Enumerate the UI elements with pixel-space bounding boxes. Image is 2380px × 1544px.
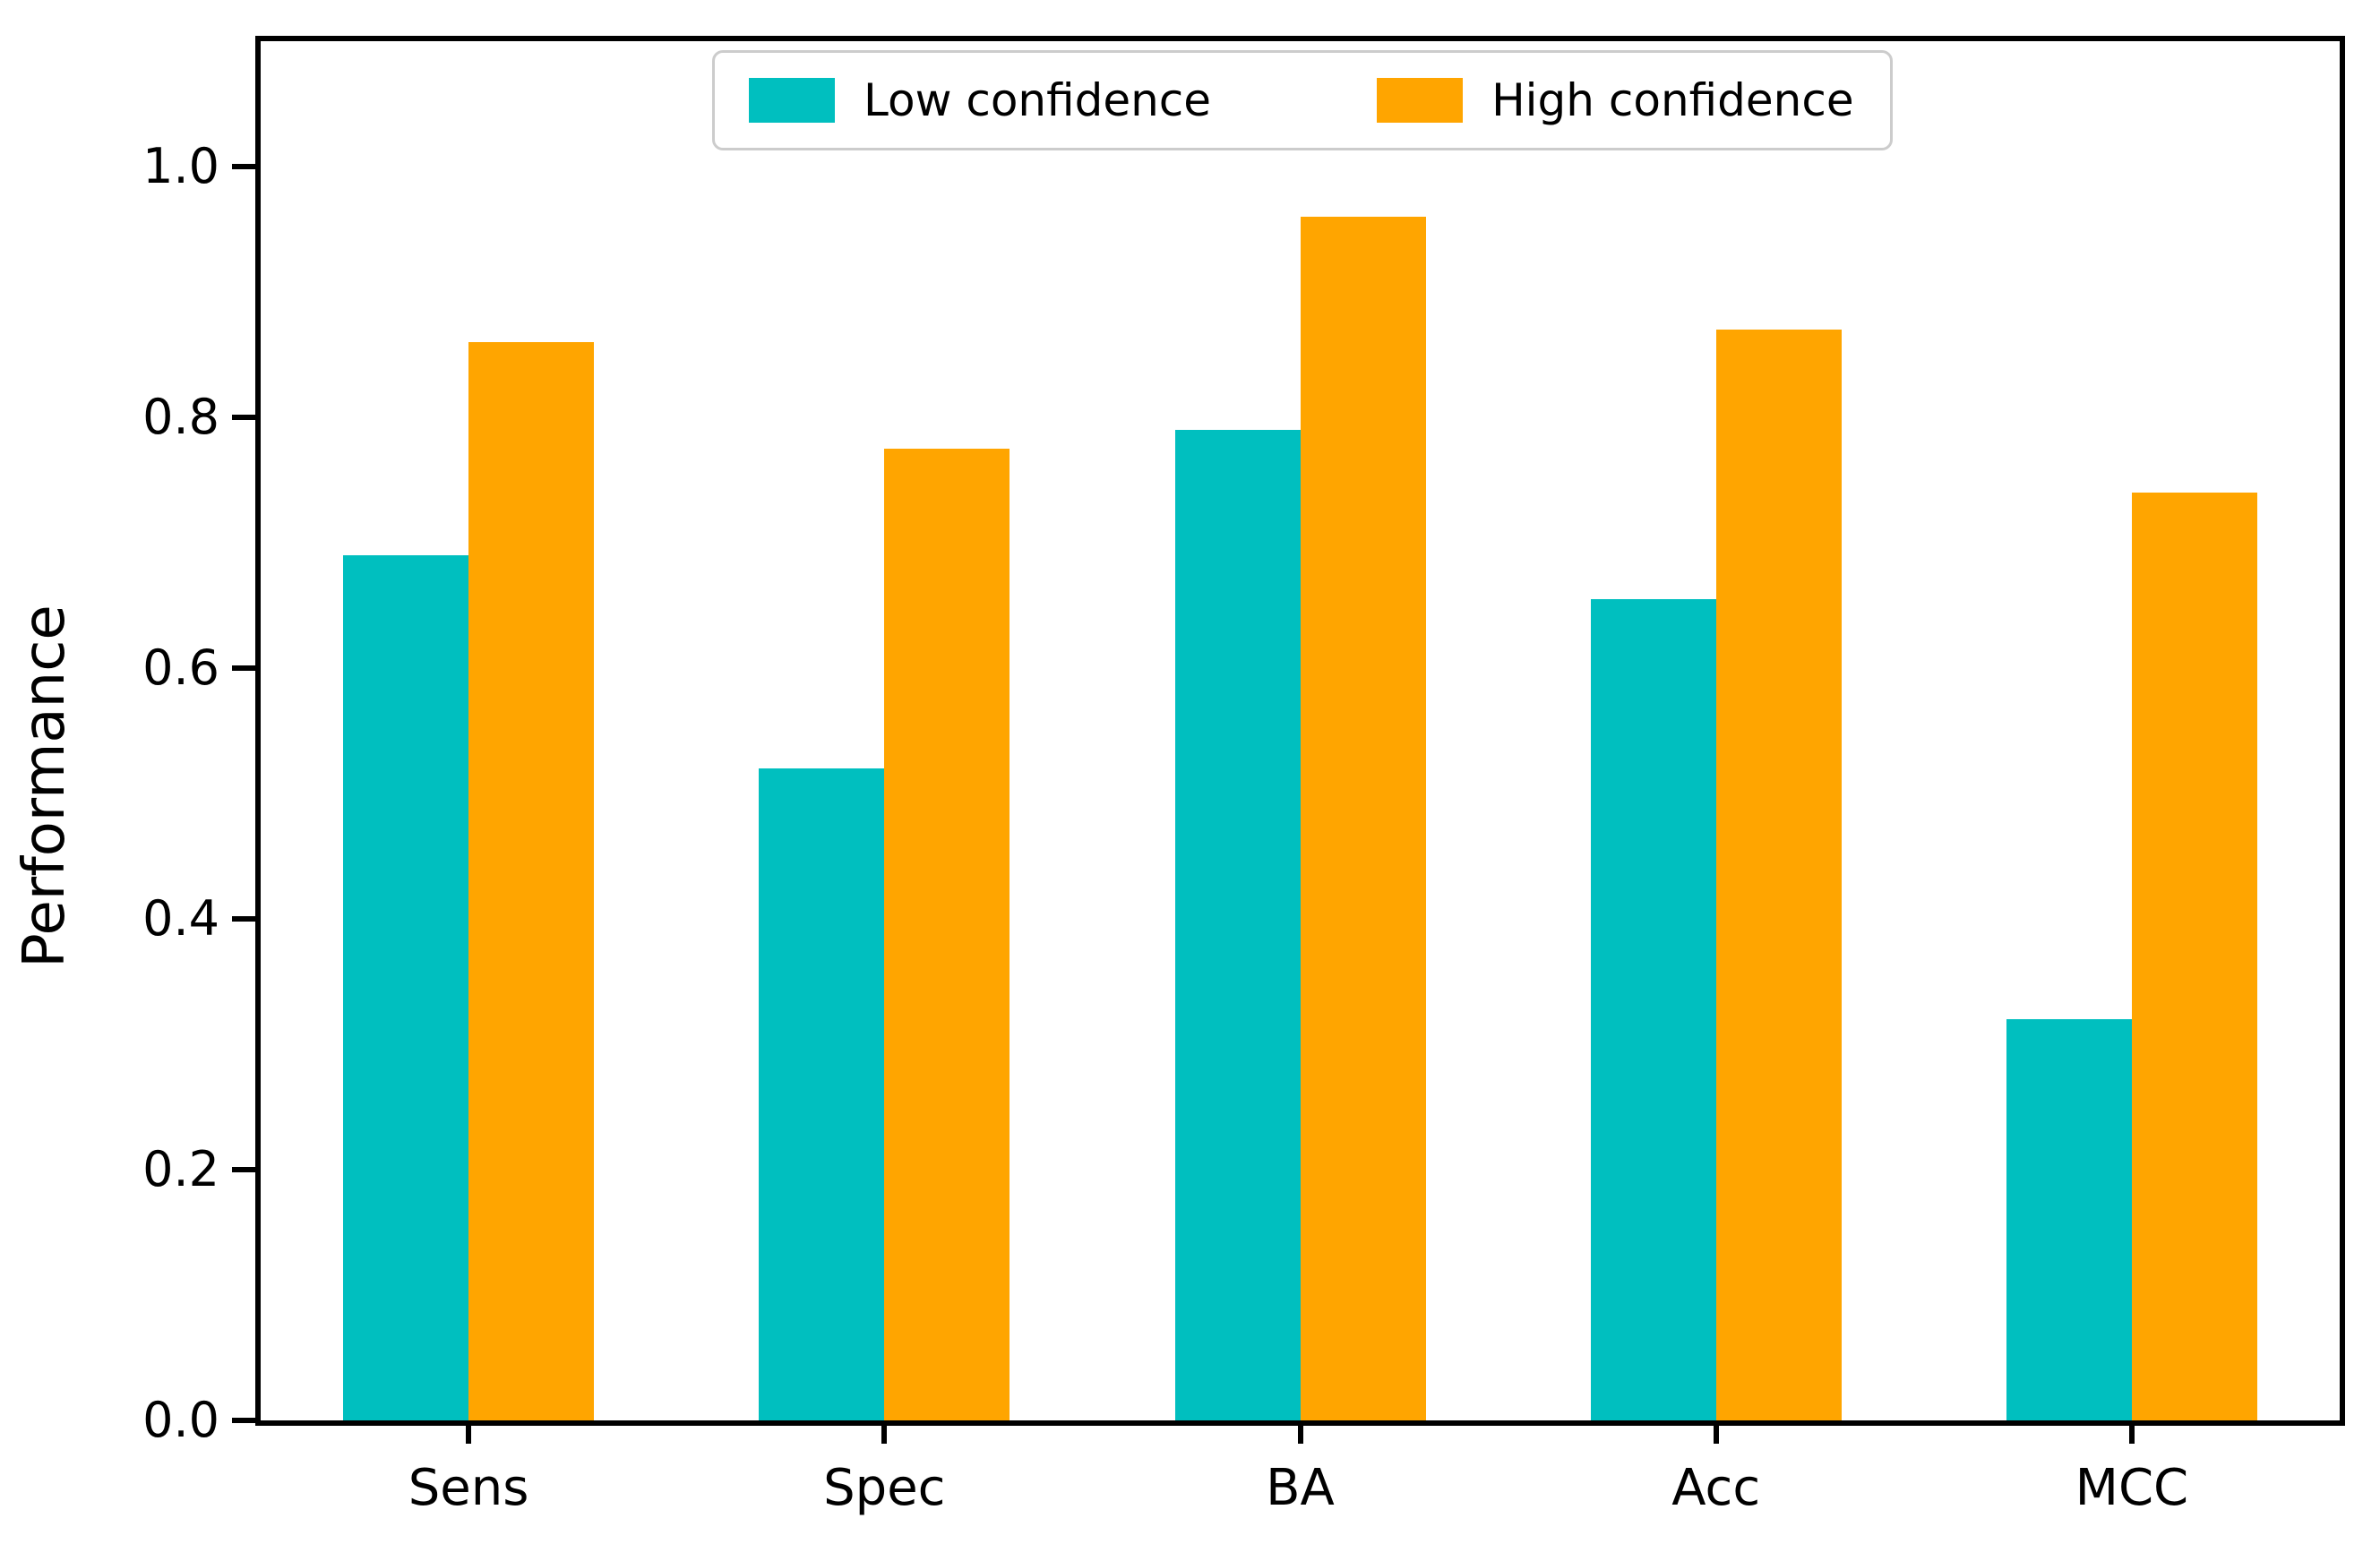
- plot-area: Sens Spec BA Acc MCC 0.0 0.2 0.4 0.6 0.8 1.0: [142, 36, 2345, 1514]
- x-tick-label-spec: Spec: [823, 1459, 946, 1517]
- x-tick-label-sens: Sens: [408, 1459, 529, 1517]
- legend-label-high-confidence: High confidence: [1491, 74, 1854, 126]
- x-tick-ba: [1297, 1420, 1303, 1444]
- y-tick-label-0.2: 0.2: [142, 1141, 219, 1197]
- bar-low-confidence-mcc: [2006, 1019, 2132, 1420]
- y-tick-0.0: [232, 1418, 255, 1423]
- bar-high-confidence-sens: [468, 342, 595, 1420]
- y-axis-label: Performance: [12, 605, 78, 968]
- legend-swatch-high-confidence-icon: [1377, 78, 1464, 123]
- x-tick-label-acc: Acc: [1671, 1459, 1761, 1517]
- y-tick-label-0.6: 0.6: [142, 639, 219, 696]
- bar-low-confidence-spec: [759, 768, 885, 1420]
- bar-low-confidence-acc: [1590, 599, 1716, 1420]
- legend-entry-low-confidence: Low confidence: [749, 78, 1211, 123]
- x-tick-acc: [1713, 1420, 1719, 1444]
- legend-entry-high-confidence: High confidence: [1377, 78, 1854, 123]
- y-tick-0.6: [232, 665, 255, 671]
- y-tick-label-0.0: 0.0: [142, 1392, 219, 1448]
- bar-high-confidence-acc: [1715, 330, 1842, 1420]
- y-tick-0.4: [232, 916, 255, 922]
- bar-high-confidence-ba: [1300, 217, 1426, 1420]
- x-tick-label-mcc: MCC: [2075, 1459, 2189, 1517]
- y-tick-1.0: [232, 164, 255, 169]
- y-tick-label-0.8: 0.8: [142, 389, 219, 445]
- x-tick-mcc: [2128, 1420, 2135, 1444]
- y-tick-0.8: [232, 415, 255, 420]
- bar-low-confidence-ba: [1174, 430, 1301, 1420]
- bar-low-confidence-sens: [343, 555, 469, 1420]
- legend: Low confidence High confidence: [712, 50, 1893, 150]
- y-tick-label-0.4: 0.4: [142, 890, 219, 947]
- legend-swatch-low-confidence-icon: [749, 78, 835, 123]
- y-tick-0.2: [232, 1167, 255, 1172]
- x-tick-spec: [881, 1420, 888, 1444]
- x-tick-label-ba: BA: [1266, 1459, 1335, 1517]
- bar-high-confidence-mcc: [2131, 493, 2257, 1420]
- bar-high-confidence-spec: [884, 449, 1010, 1420]
- legend-label-low-confidence: Low confidence: [864, 74, 1212, 126]
- x-tick-sens: [466, 1420, 472, 1444]
- y-tick-label-1.0: 1.0: [142, 138, 219, 194]
